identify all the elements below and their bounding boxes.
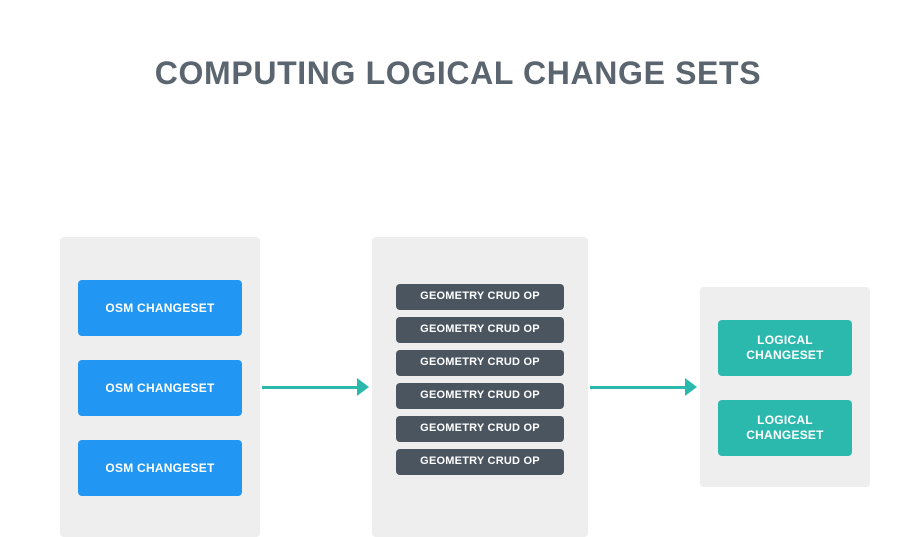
osm-changeset-card: OSM CHANGESET — [78, 360, 242, 416]
arrow-line — [590, 386, 685, 389]
panel-logical-changesets — [700, 287, 870, 487]
geometry-crud-op-card: GEOMETRY CRUD OP — [396, 383, 564, 409]
arrow-right-icon — [357, 378, 369, 396]
geometry-crud-op-card: GEOMETRY CRUD OP — [396, 317, 564, 343]
osm-changeset-card: OSM CHANGESET — [78, 440, 242, 496]
geometry-crud-op-card: GEOMETRY CRUD OP — [396, 449, 564, 475]
arrow-right-icon — [685, 378, 697, 396]
diagram-title: COMPUTING LOGICAL CHANGE SETS — [0, 0, 916, 92]
logical-changeset-card: LOGICAL CHANGESET — [718, 320, 852, 376]
geometry-crud-op-card: GEOMETRY CRUD OP — [396, 350, 564, 376]
arrow-line — [262, 386, 357, 389]
osm-changeset-card: OSM CHANGESET — [78, 280, 242, 336]
logical-changeset-card: LOGICAL CHANGESET — [718, 400, 852, 456]
geometry-crud-op-card: GEOMETRY CRUD OP — [396, 284, 564, 310]
geometry-crud-op-card: GEOMETRY CRUD OP — [396, 416, 564, 442]
